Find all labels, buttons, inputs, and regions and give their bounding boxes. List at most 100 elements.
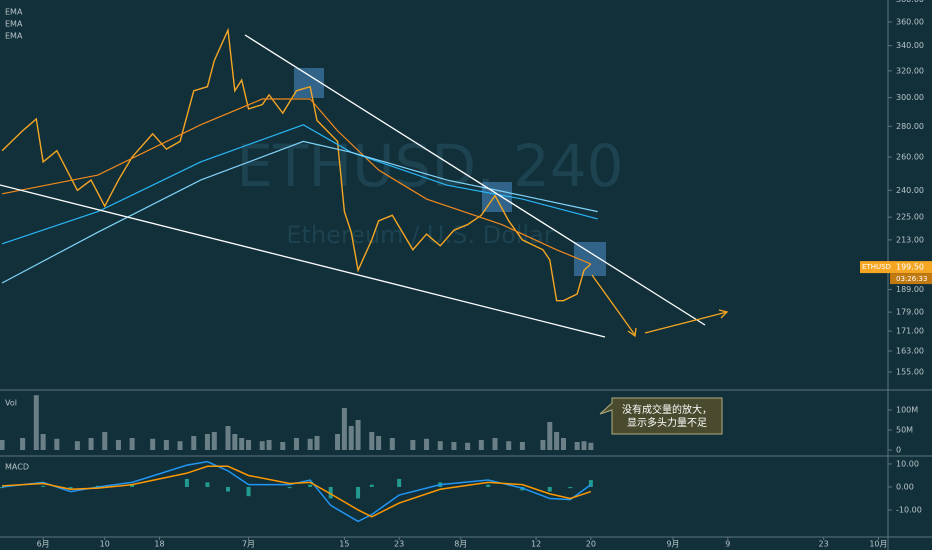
bar: [293, 438, 299, 450]
bar: [397, 478, 402, 487]
bar: [40, 434, 46, 450]
x-tick-label: 9: [725, 540, 730, 549]
x-tick-label: 10月: [869, 540, 887, 549]
bar: [506, 441, 512, 450]
x-tick-label: 23: [819, 540, 829, 549]
countdown-tag: [890, 273, 932, 285]
y-tick-label: -10.00: [896, 505, 922, 514]
bar: [115, 440, 121, 450]
bar: [547, 422, 553, 450]
bar: [163, 440, 169, 450]
bar: [280, 442, 286, 450]
bar: [369, 484, 374, 487]
bar: [307, 438, 313, 450]
bar: [204, 434, 210, 450]
bar: [205, 482, 210, 487]
y-tick-label: 320.00: [896, 66, 924, 75]
y-tick-label: 10.00: [896, 459, 919, 468]
trend-line: [0, 184, 606, 338]
bar: [33, 395, 39, 450]
bar: [246, 440, 252, 450]
watermark-subtitle: Ethereum / U.S. Dollar: [286, 221, 553, 249]
x-tick-label: 6月: [37, 540, 50, 549]
series-line: [1, 124, 598, 245]
symbol-tag: [860, 261, 890, 274]
bar: [314, 436, 320, 450]
y-tick-label: 340.00: [896, 41, 924, 50]
projection-arrow: [644, 311, 728, 334]
bar: [369, 432, 375, 450]
bar: [225, 486, 230, 492]
y-tick-label: 225.00: [896, 213, 924, 222]
y-tick-label: 163.00: [896, 347, 924, 356]
bar: [574, 442, 580, 450]
y-tick-label: 0: [896, 446, 901, 455]
bar: [328, 486, 333, 499]
y-tick-label: 240.00: [896, 186, 924, 195]
annotation-box: [599, 397, 723, 435]
bar: [547, 486, 552, 492]
y-tick-label: 50M: [896, 426, 913, 435]
watermark-title: ETHUSD, 240: [236, 132, 623, 200]
bar: [560, 438, 566, 450]
bar: [492, 438, 498, 450]
y-tick-label: 189.00: [896, 285, 924, 294]
bar: [554, 432, 560, 450]
bar: [266, 440, 272, 450]
bar: [355, 420, 361, 450]
bar: [74, 441, 80, 450]
y-tick-label: 171.00: [896, 327, 924, 336]
bar: [246, 486, 251, 497]
annotation-text: 显示多头力量不足: [627, 416, 707, 429]
bar: [130, 484, 135, 487]
bar: [451, 442, 457, 450]
pane-title: Vol: [5, 399, 17, 408]
legend-entry: EMA: [5, 8, 23, 17]
bar: [348, 426, 354, 450]
bar: [239, 438, 245, 450]
bar: [287, 486, 292, 489]
bar: [211, 432, 217, 450]
arrow-head: [627, 327, 637, 338]
bar: [437, 441, 443, 450]
x-tick-label: 7月: [242, 540, 255, 549]
bar: [588, 442, 594, 450]
x-tick-label: 15: [339, 540, 349, 549]
annotation-text: 没有成交量的放大，: [622, 403, 712, 416]
y-tick-label: 179.00: [896, 308, 924, 317]
bar: [232, 434, 238, 450]
x-tick-label: 18: [154, 540, 164, 549]
y-tick-label: 280.00: [896, 122, 924, 131]
bar: [424, 438, 430, 450]
y-tick-label: 300.00: [896, 93, 924, 102]
bar: [478, 440, 484, 450]
series-line: [1, 140, 598, 284]
bar: [129, 438, 135, 450]
projection-arrow: [591, 274, 636, 336]
bar: [20, 438, 26, 450]
x-tick-label: 8月: [454, 540, 467, 549]
highlight-box: [294, 68, 324, 98]
y-tick-label: 360.00: [896, 17, 924, 26]
series-line: [1, 27, 592, 302]
pane-title: MACD: [5, 463, 29, 472]
y-tick-label: 380.00: [896, 0, 924, 4]
y-tick-label: 260.00: [896, 153, 924, 162]
bar: [0, 440, 5, 450]
bar: [356, 486, 361, 499]
bar: [410, 440, 416, 450]
bar: [486, 484, 491, 487]
x-tick-label: 10: [100, 540, 110, 549]
drawings: 没有成交量的放大， 显示多头力量不足: [0, 34, 729, 435]
x-tick-label: 9月: [666, 540, 679, 549]
bar: [519, 442, 525, 450]
legend-entry: EMA: [5, 20, 23, 29]
bar: [376, 436, 382, 450]
bar: [335, 434, 341, 450]
y-tick-label: 100M: [896, 406, 918, 415]
bar: [191, 436, 197, 450]
bar: [41, 485, 46, 487]
price-tag: [890, 261, 932, 274]
